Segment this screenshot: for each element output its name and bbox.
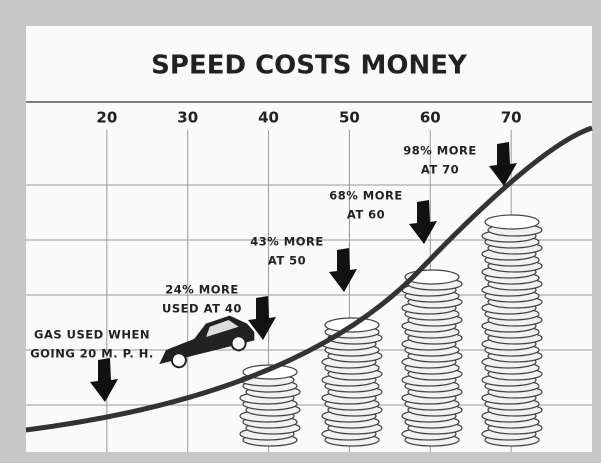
x-tick-label: 60	[420, 109, 441, 127]
annotation: 98% MORE	[403, 144, 476, 158]
annotation: 24% MORE	[165, 283, 238, 297]
x-tick-label: 30	[177, 109, 198, 127]
annotation: GAS USED WHEN	[34, 328, 150, 342]
annotation: GOING 20 M. P. H.	[30, 347, 154, 361]
coin-top	[485, 215, 539, 229]
x-tick-label: 20	[96, 109, 117, 127]
x-tick-label: 70	[501, 109, 522, 127]
x-tick-label: 40	[258, 109, 279, 127]
x-tick-label: 50	[339, 109, 360, 127]
annotation: 68% MORE	[329, 189, 402, 203]
chart: SPEED COSTS MONEY 20 30 40 50 60 70 GAS USED W…	[0, 0, 601, 463]
annotation: USED AT 40	[162, 302, 242, 316]
chart-title: SPEED COSTS MONEY	[151, 51, 468, 81]
annotation: AT 70	[421, 163, 459, 177]
annotation: AT 60	[347, 208, 385, 222]
coin-stack	[482, 215, 542, 446]
coin-stack	[402, 270, 462, 446]
annotation: AT 50	[268, 254, 306, 268]
annotation: 43% MORE	[250, 235, 323, 249]
